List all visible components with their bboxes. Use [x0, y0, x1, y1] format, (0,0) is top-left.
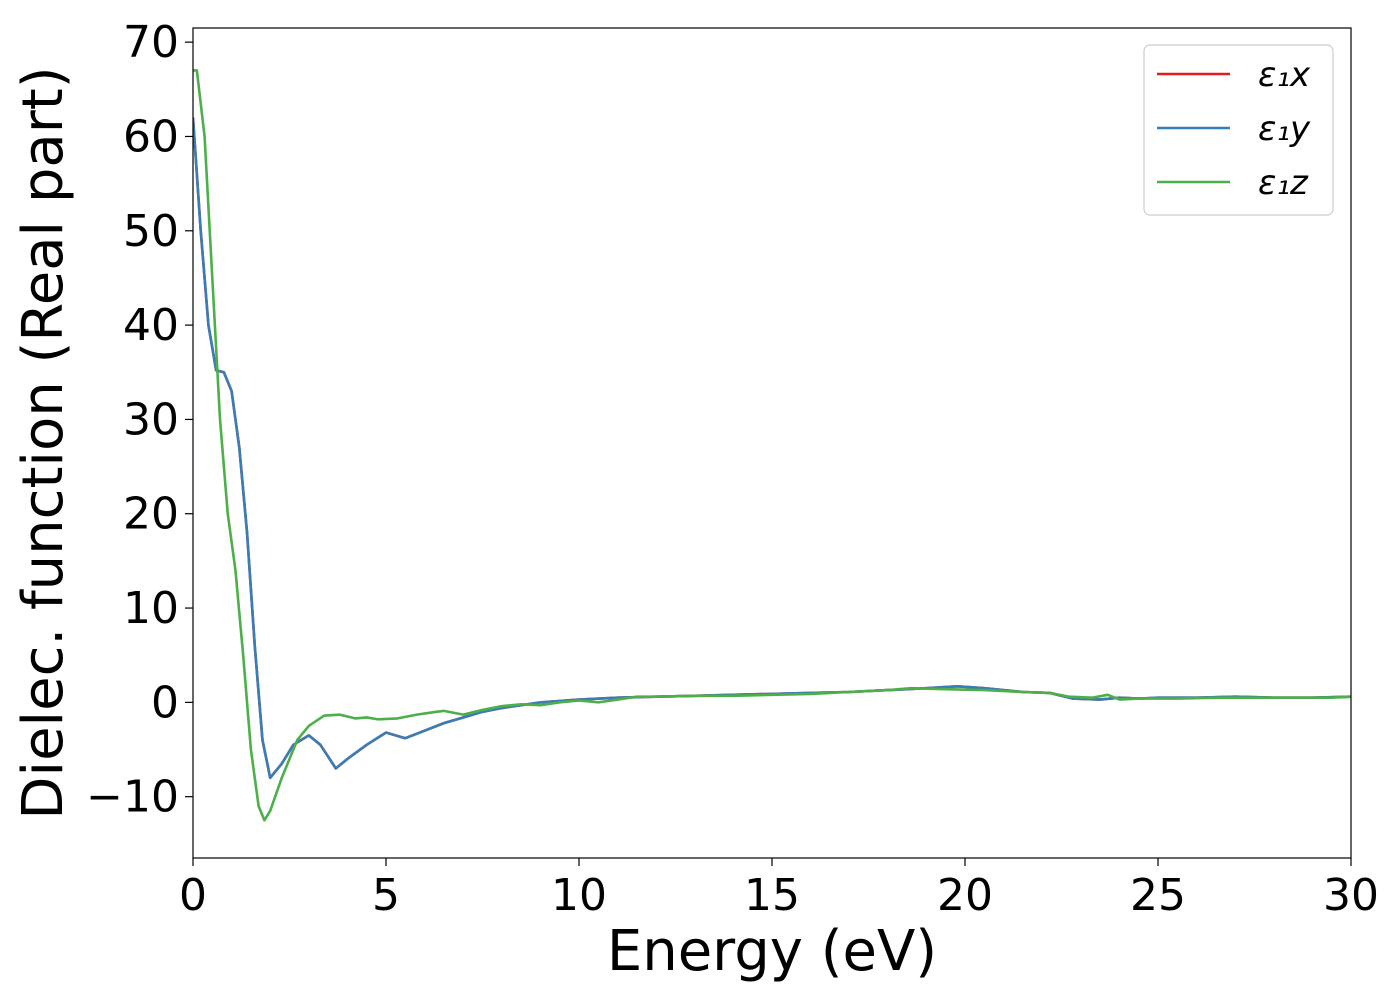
legend-label: ε₁y [1258, 109, 1311, 149]
y-tick-label: 70 [123, 17, 179, 68]
y-tick-label: −10 [86, 772, 179, 823]
y-tick-label: 20 [123, 489, 179, 540]
series-line-2 [193, 69, 1351, 822]
x-tick-label: 20 [937, 870, 993, 921]
y-tick-label: 60 [123, 111, 179, 162]
legend-label: ε₁z [1258, 163, 1309, 203]
y-tick-label: 50 [123, 206, 179, 257]
legend-label: ε₁x [1258, 55, 1311, 95]
y-tick-label: 40 [123, 300, 179, 351]
legend-box [1143, 44, 1334, 216]
series-layer [193, 69, 1351, 822]
x-tick-label: 30 [1323, 870, 1379, 921]
x-tick-label: 5 [372, 870, 400, 921]
y-tick-label: 0 [151, 677, 179, 728]
x-axis-title: Energy (eV) [607, 919, 937, 984]
x-tick-label: 15 [744, 870, 800, 921]
y-axis-title: Dielec. function (Real part) [11, 66, 76, 819]
x-tick-label: 10 [551, 870, 607, 921]
legend: ε₁x ε₁y ε₁z [1143, 44, 1334, 216]
x-axis: 0 5 10 15 20 25 30 [179, 858, 1379, 921]
y-tick-label: 30 [123, 394, 179, 445]
x-tick-label: 0 [179, 870, 207, 921]
x-tick-label: 25 [1130, 870, 1186, 921]
y-tick-label: 10 [123, 583, 179, 634]
y-axis: −10 0 10 20 30 40 50 60 70 [86, 17, 193, 823]
